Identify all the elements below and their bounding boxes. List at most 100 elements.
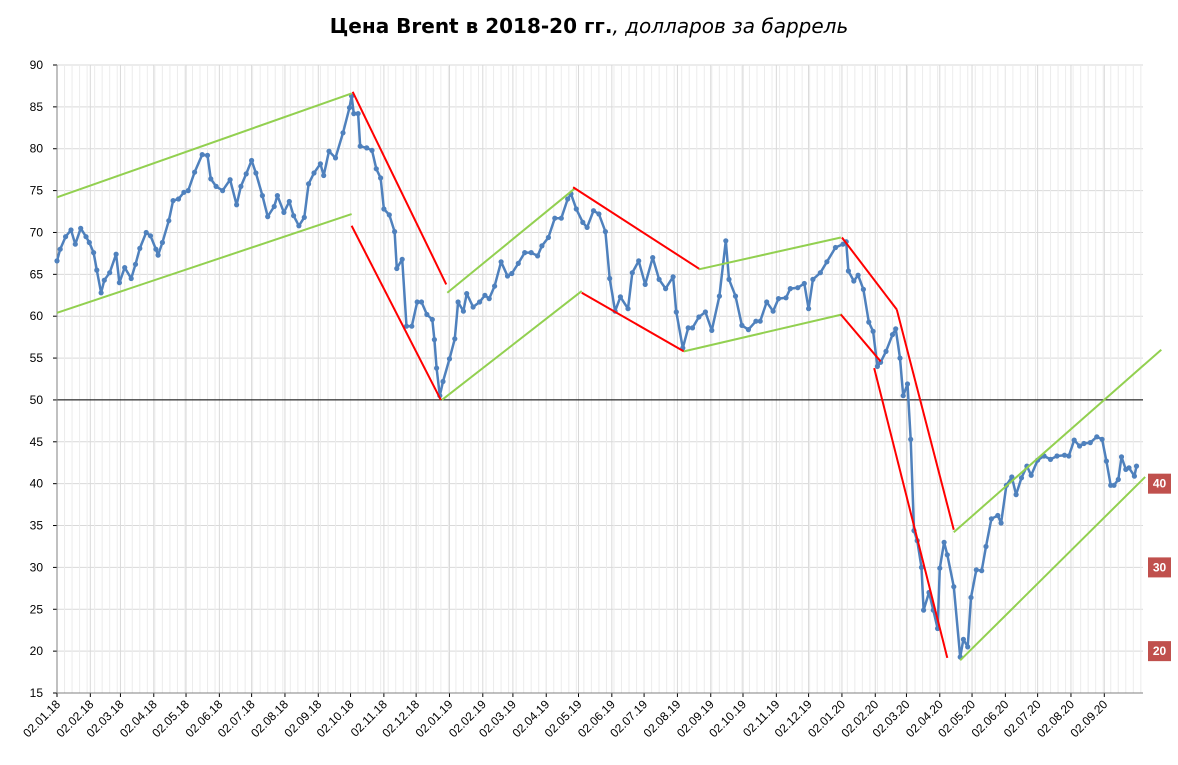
price-point (1018, 475, 1025, 481)
price-point (181, 189, 187, 195)
price-point (386, 212, 392, 218)
x-tick-label: 02.09.20 (1067, 697, 1110, 740)
price-point (716, 293, 723, 299)
price-point (403, 323, 410, 329)
price-point (185, 188, 191, 194)
price-point (271, 203, 277, 210)
price-point (607, 275, 613, 282)
level-badge-label: 30 (1153, 560, 1167, 574)
price-point (253, 170, 259, 176)
price-point (321, 172, 327, 179)
x-axis-ticks: 02.01.1802.02.1802.03.1802.04.1802.05.18… (20, 697, 1110, 740)
price-point (409, 323, 415, 329)
price-point (1087, 440, 1093, 446)
price-point (86, 239, 92, 246)
y-tick-label: 25 (30, 602, 44, 616)
price-point (369, 147, 375, 153)
price-point (440, 378, 446, 385)
price-point (893, 326, 899, 332)
price-point (625, 306, 631, 312)
price-point (259, 193, 265, 199)
price-point (378, 175, 384, 181)
y-tick-label: 50 (30, 393, 44, 407)
price-point (220, 188, 226, 194)
price-point (673, 309, 679, 315)
price-point (590, 208, 597, 214)
price-point (801, 280, 807, 287)
y-tick-label: 65 (30, 267, 44, 281)
price-point (274, 193, 280, 199)
price-point (291, 213, 297, 219)
price-point (1028, 472, 1034, 478)
y-tick-label: 60 (30, 309, 44, 323)
price-point (351, 111, 357, 117)
trend-lines (56, 91, 1162, 662)
price-point (817, 270, 824, 276)
price-point (281, 209, 287, 215)
price-point (431, 337, 437, 343)
price-point (921, 607, 927, 613)
price-point (702, 309, 709, 315)
price-point (783, 295, 789, 301)
price-point (951, 584, 957, 590)
price-point (580, 219, 586, 225)
price-point (874, 363, 881, 369)
uptrend-line (56, 213, 352, 314)
price-point (545, 234, 552, 241)
price-point (770, 308, 776, 314)
y-tick-label: 75 (30, 184, 44, 198)
price-point (897, 355, 903, 361)
price-point (745, 327, 752, 333)
price-point (464, 291, 470, 297)
price-point (83, 234, 89, 240)
price-point (732, 293, 739, 299)
price-point (515, 260, 521, 266)
price-point (528, 250, 534, 256)
price-point (1126, 465, 1132, 471)
price-point (357, 143, 363, 149)
price-point (988, 516, 995, 522)
price-point (446, 356, 453, 362)
price-point (128, 275, 134, 282)
price-point (132, 261, 139, 267)
price-point (249, 157, 255, 164)
y-tick-label: 35 (30, 519, 44, 533)
price-point (900, 393, 906, 399)
y-tick-label: 30 (30, 560, 44, 574)
price-point (918, 564, 925, 571)
price-point (753, 318, 759, 324)
price-point (558, 215, 564, 221)
price-point (832, 244, 839, 251)
price-point (470, 304, 476, 310)
price-point (199, 152, 205, 158)
price-point (670, 274, 676, 280)
price-point (78, 225, 84, 231)
price-point (866, 319, 872, 325)
price-point (723, 238, 729, 244)
price-point (381, 206, 387, 212)
price-point (317, 161, 323, 167)
price-point (113, 251, 119, 257)
price-point (414, 299, 420, 305)
price-point (504, 273, 511, 279)
price-point (739, 322, 745, 328)
price-point (1131, 473, 1137, 479)
price-point (573, 206, 579, 212)
price-point (54, 258, 60, 264)
uptrend-line (959, 476, 1146, 662)
price-point (726, 276, 732, 282)
price-point (452, 336, 458, 342)
price-point (983, 543, 989, 550)
price-point (94, 267, 100, 273)
y-tick-label: 45 (30, 435, 44, 449)
price-point (1111, 482, 1117, 488)
price-point (311, 170, 317, 176)
price-point (91, 250, 97, 256)
price-point (98, 290, 104, 296)
price-point (889, 332, 896, 338)
downtrend-line (572, 186, 701, 271)
price-point (689, 325, 696, 331)
price-point (596, 211, 602, 217)
price-point (1094, 434, 1100, 440)
price-point (1054, 453, 1060, 459)
